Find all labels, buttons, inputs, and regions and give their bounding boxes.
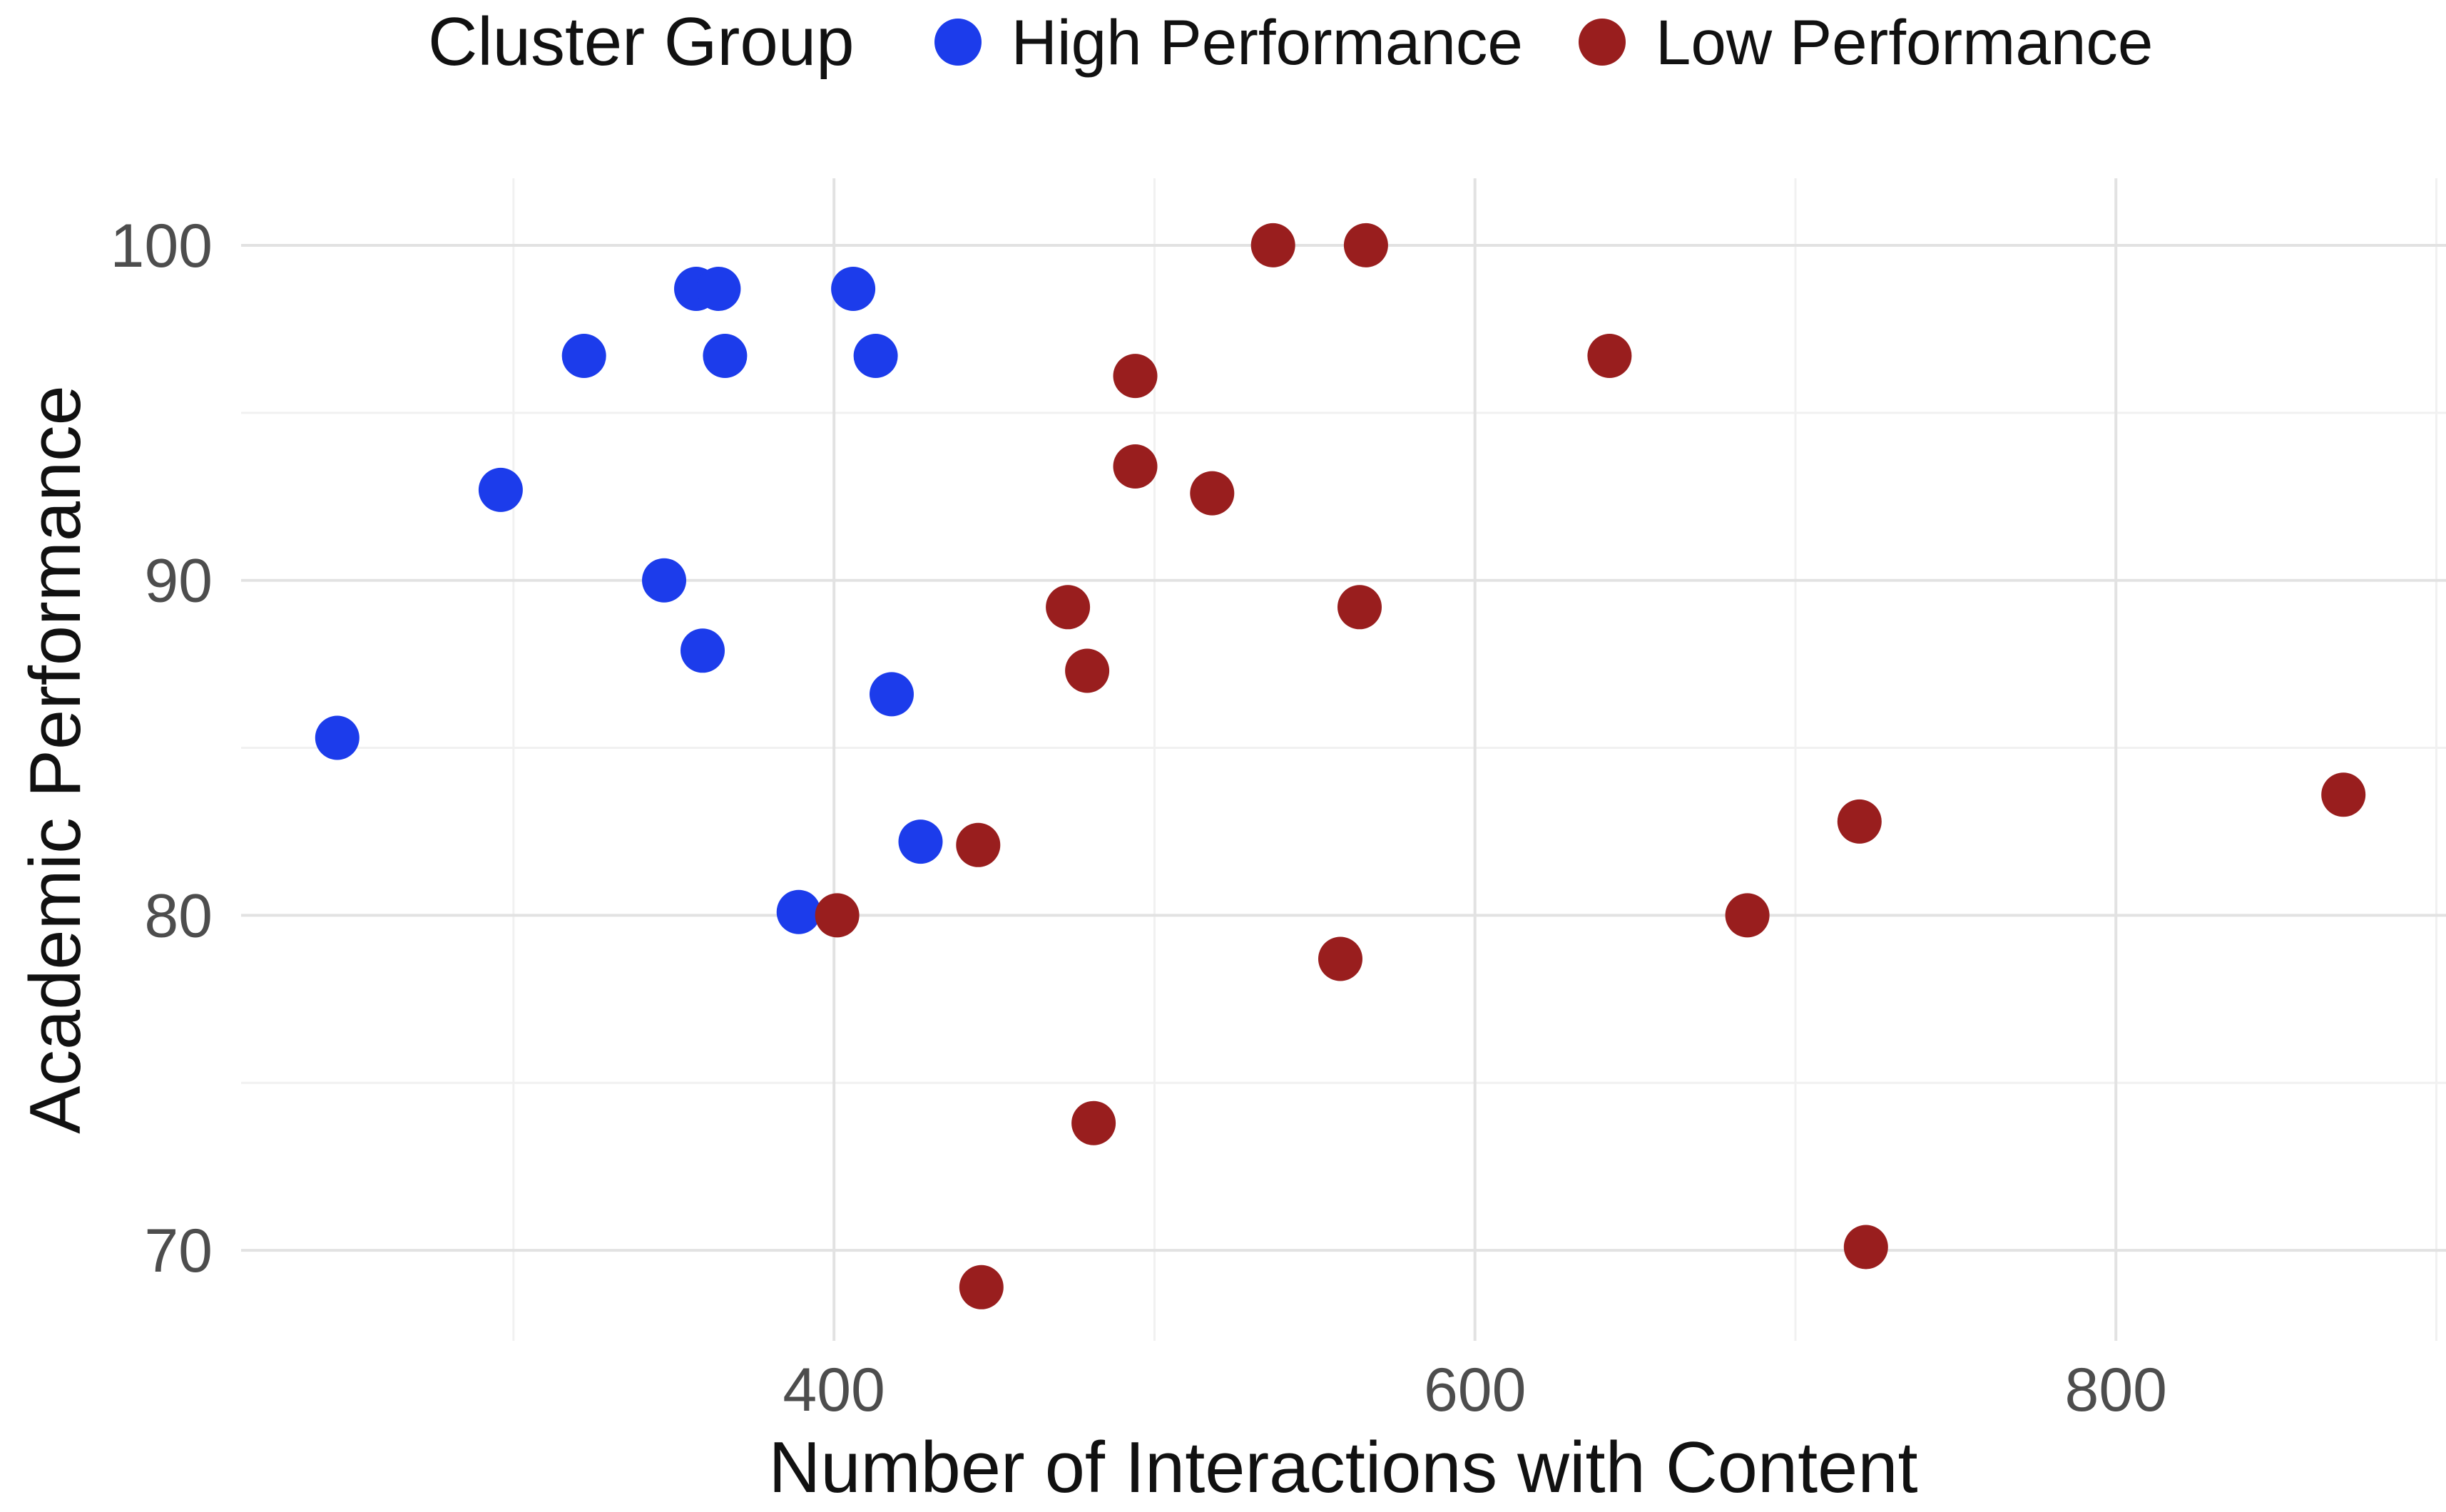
y-tick-label: 70 bbox=[144, 1217, 213, 1285]
legend-item-low-performance: Low Performance bbox=[1578, 6, 2154, 79]
scatter-point-low-performance bbox=[956, 822, 1001, 867]
scatter-point-low-performance bbox=[1190, 471, 1235, 516]
scatter-point-high-performance bbox=[776, 889, 821, 934]
scatter-point-low-performance bbox=[1113, 444, 1158, 489]
legend-item-label: High Performance bbox=[1011, 6, 1523, 78]
scatter-point-high-performance bbox=[853, 334, 898, 378]
x-axis-title: Number of Interactions with Content bbox=[768, 1428, 1917, 1508]
scatter-point-low-performance bbox=[1337, 585, 1382, 630]
scatter-point-low-performance bbox=[959, 1265, 1004, 1309]
scatter-points bbox=[315, 223, 2366, 1309]
scatter-point-high-performance bbox=[642, 558, 686, 603]
legend-item-label: Low Performance bbox=[1655, 6, 2154, 78]
y-tick-label: 80 bbox=[144, 882, 213, 950]
legend-item-high-performance: High Performance bbox=[934, 6, 1523, 79]
scatter-point-low-performance bbox=[1250, 223, 1295, 267]
legend-items: High Performance Low Performance bbox=[934, 6, 2209, 79]
scatter-point-low-performance bbox=[1843, 1225, 1888, 1270]
scatter-point-high-performance bbox=[681, 628, 725, 673]
scatter-point-high-performance bbox=[696, 267, 741, 311]
scatter-point-high-performance bbox=[478, 467, 523, 512]
x-tick-label: 800 bbox=[2064, 1356, 2167, 1424]
scatter-point-low-performance bbox=[2321, 772, 2366, 817]
legend-title: Cluster Group bbox=[428, 4, 855, 80]
legend-key-dot-icon bbox=[934, 19, 982, 66]
scatter-point-low-performance bbox=[1725, 893, 1770, 938]
x-tick-label: 400 bbox=[783, 1356, 885, 1424]
scatter-point-high-performance bbox=[703, 334, 748, 378]
scatter-point-high-performance bbox=[898, 819, 943, 864]
scatter-point-low-performance bbox=[1065, 648, 1110, 693]
x-tick-label: 600 bbox=[1424, 1356, 1527, 1424]
scatter-point-low-performance bbox=[1587, 334, 1632, 378]
scatter-point-low-performance bbox=[1318, 936, 1362, 981]
scatter-point-low-performance bbox=[1343, 223, 1388, 267]
scatter-point-low-performance bbox=[1046, 585, 1091, 630]
scatter-point-high-performance bbox=[870, 672, 914, 717]
legend-key-dot-icon bbox=[1578, 19, 1626, 66]
scatter-point-high-performance bbox=[561, 334, 606, 378]
major-gridlines bbox=[241, 178, 2446, 1341]
scatter-point-high-performance bbox=[831, 267, 876, 311]
scatter-point-low-performance bbox=[1071, 1100, 1116, 1145]
scatter-point-high-performance bbox=[315, 715, 360, 760]
legend: Cluster Group High Performance Low Perfor… bbox=[428, 3, 2208, 81]
y-tick-label: 90 bbox=[144, 547, 213, 615]
tick-labels: 400 600 800 70 80 90 100 bbox=[111, 212, 2167, 1424]
y-tick-label: 100 bbox=[111, 212, 213, 280]
scatter-point-low-performance bbox=[815, 893, 860, 938]
y-axis-title: Academic Performance bbox=[16, 385, 96, 1134]
scatter-point-low-performance bbox=[1837, 799, 1882, 844]
scatter-point-low-performance bbox=[1113, 354, 1158, 399]
